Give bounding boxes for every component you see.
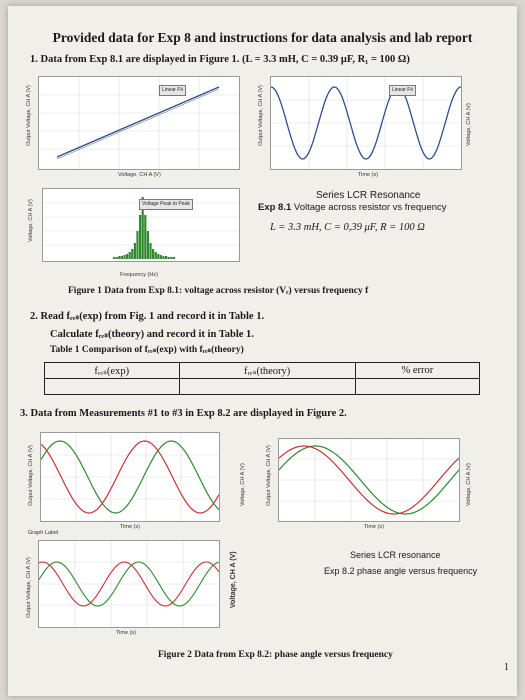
phase3-ylabel2: Voltage, CH A (V)	[230, 551, 237, 608]
plot-sine: Linear Fit	[270, 76, 462, 170]
plot-linear-xlabel: Voltage, CH A (V)	[118, 172, 161, 178]
hist-bar	[162, 256, 165, 259]
plot-linear: Linear Fit	[38, 76, 240, 170]
page-number: 1	[504, 662, 509, 673]
figure-2-caption: Figure 2 Data from Exp 8.2: phase angle …	[158, 650, 393, 660]
plot-phase-3	[38, 540, 220, 628]
fig2-block-line2: Exp 8.2 phase angle versus frequency	[324, 566, 478, 576]
hist-bar	[136, 231, 139, 259]
figure-1-caption: Figure 1 Data from Exp 8.1: voltage acro…	[68, 286, 369, 296]
phase3-ylabel: Output Voltage, CH A (V)	[26, 557, 32, 618]
page-title: Provided data for Exp 8 and instructions…	[52, 30, 473, 45]
fig1-block-line2: Voltage across resistor vs frequency	[293, 202, 447, 213]
table-cell-theory[interactable]	[178, 378, 356, 395]
hist-bar	[165, 256, 168, 259]
hist-bar	[131, 249, 134, 259]
hist-bar	[113, 257, 116, 259]
hist-bar	[167, 257, 170, 259]
section-3-text: 3. Data from Measurements #1 to #3 in Ex…	[20, 408, 347, 419]
hist-bar	[149, 243, 152, 259]
document-page: Provided data for Exp 8 and instructions…	[8, 6, 517, 696]
hist-bar	[141, 197, 144, 259]
phase1-ylabel2: Voltage, CH A (V)	[240, 463, 246, 506]
hist-bar	[144, 215, 147, 259]
hist-xlabel: Frequency (Hz)	[120, 272, 158, 278]
hist-bar	[154, 252, 157, 259]
fig1-block-line1: Series LCR Resonance	[316, 190, 421, 201]
hist-bar	[123, 255, 126, 259]
hist-bar	[139, 215, 142, 259]
section-2-line1: 2. Read fᵣₑₛ(exp) from Fig. 1 and record…	[30, 311, 265, 322]
sine-fit-control[interactable]: Linear Fit	[389, 85, 416, 96]
hist-ylabel: Voltage, CH A (V)	[28, 199, 34, 242]
phase2-ylabel2: Voltage, CH A (V)	[466, 463, 472, 506]
fig1-block-params: L = 3.3 mH, C = 0,39 μF, R = 100 Ω	[270, 222, 425, 233]
hist-bar	[157, 254, 160, 259]
plot-phase-1	[40, 432, 220, 522]
linear-fit-control[interactable]: Linear Fit	[159, 85, 186, 96]
table-cell-error[interactable]	[354, 378, 481, 395]
table-header-exp: fᵣₑₛ(exp)	[44, 362, 180, 379]
fig2-block-line1: Series LCR resonance	[350, 550, 441, 560]
table-header-error: % error	[354, 362, 481, 379]
plot-sine-ylabel: Output Voltage, CH A (V)	[258, 85, 264, 146]
hist-bar	[159, 255, 162, 259]
table-header-theory: fᵣₑₛ(theory)	[178, 362, 356, 379]
plot-linear-ylabel: Output Voltage, CH A (V)	[26, 85, 32, 146]
fig1-block-exp: Exp 8.1	[258, 202, 292, 213]
table1-title: Table 1 Comparison of fᵣₑₛ(exp) with fᵣₑ…	[50, 345, 244, 355]
hist-bar	[172, 257, 175, 259]
comparison-table: fᵣₑₛ(exp) fᵣₑₛ(theory) % error	[44, 362, 481, 395]
phase1-ylabel: Output Voltage, CH A (V)	[28, 445, 34, 506]
phase3-xlabel: Time (s)	[116, 630, 136, 636]
hist-bar	[126, 254, 129, 259]
plot-phase-2	[278, 438, 460, 522]
hist-bar	[146, 231, 149, 259]
section-2-line2: Calculate fᵣₑₛ(theory) and record it in …	[50, 329, 254, 340]
phase1-xlabel: Time (s)	[120, 524, 140, 530]
vpp-control[interactable]: Voltage Peak to Peak	[139, 199, 193, 210]
plot-sine-ylabel2: Voltage, CH A (V)	[466, 103, 472, 146]
hist-bar	[170, 257, 173, 259]
section-1-text: 1. Data from Exp 8.1 are displayed in Fi…	[30, 54, 410, 65]
hist-bar	[128, 252, 131, 259]
plot-resonance-histogram: Voltage Peak to Peak	[42, 188, 240, 262]
hist-bar	[120, 256, 123, 259]
table-cell-exp[interactable]	[44, 378, 180, 395]
plot-sine-xlabel: Time (s)	[358, 172, 378, 178]
hist-bar	[118, 256, 121, 259]
hist-bar	[115, 257, 118, 259]
phase3-label-control[interactable]: Graph Label	[28, 530, 59, 536]
phase2-xlabel: Time (s)	[364, 524, 384, 530]
phase2-ylabel: Output Voltage, CH A (V)	[266, 445, 272, 506]
hist-bar	[133, 243, 136, 259]
hist-bar	[152, 249, 155, 259]
